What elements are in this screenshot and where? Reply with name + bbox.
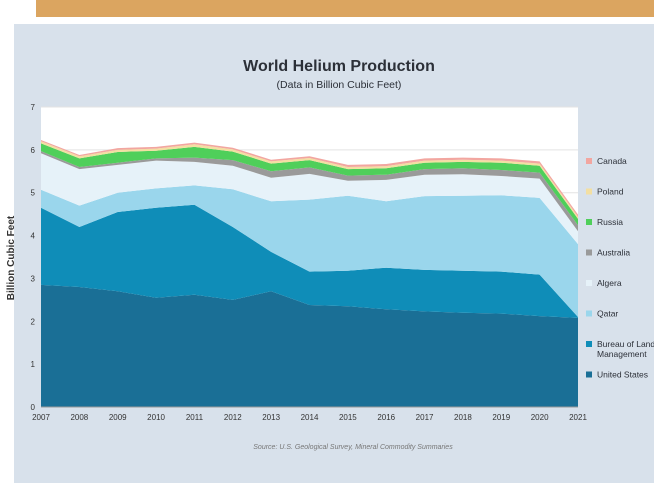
- x-tick-label: 2018: [454, 413, 472, 422]
- x-tick-label: 2008: [70, 413, 88, 422]
- x-tick-label: 2009: [109, 413, 127, 422]
- y-tick-label: 0: [31, 403, 36, 412]
- x-tick-label: 2017: [416, 413, 434, 422]
- x-tick-label: 2011: [186, 413, 204, 422]
- x-tick-label: 2019: [492, 413, 510, 422]
- legend-swatch-united-states: [586, 371, 592, 378]
- area-russia: [41, 143, 578, 226]
- x-tick-label: 2016: [377, 413, 395, 422]
- area-united-states: [41, 284, 578, 407]
- x-tick-label: 2013: [262, 413, 280, 422]
- legend-label-poland: Poland: [597, 187, 624, 197]
- legend-swatch-algera: [586, 280, 592, 286]
- y-tick-label: 7: [31, 103, 36, 112]
- legend-label-algera: Algera: [597, 278, 622, 288]
- axes: 0 1 2 3 4 5 6 7 2007 2008 2009 2010 2011 2012 2013 2014…: [31, 103, 588, 422]
- x-tick-label: 2007: [32, 413, 50, 422]
- legend-label-canada: Canada: [597, 156, 627, 166]
- legend-swatch-bureau-of-land-management: [586, 341, 592, 347]
- legend-label-bureau-of-land-management: Bureau of Land: [597, 339, 654, 349]
- area-poland: [41, 141, 578, 219]
- y-tick-label: 5: [31, 189, 36, 198]
- chart-subtitle: (Data in Billion Cubic Feet): [277, 79, 402, 91]
- legend-label-united-states: United States: [597, 370, 648, 380]
- legend-swatch-australia: [586, 249, 592, 256]
- x-tick-label: 2020: [531, 413, 549, 422]
- area-algera: [41, 153, 578, 245]
- area-qatar: [41, 185, 578, 317]
- y-axis-label: Billion Cubic Feet: [6, 215, 17, 300]
- legend-swatch-poland: [586, 188, 592, 195]
- legend: Canada Poland Russia Australia Algera Qatar Bu…: [586, 156, 654, 380]
- top-accent-bar: [36, 0, 654, 17]
- area-australia: [41, 151, 578, 232]
- legend-swatch-russia: [586, 219, 592, 225]
- x-tick-label: 2021: [569, 413, 587, 422]
- legend-label-bureau-of-land-management: Management: [597, 349, 647, 359]
- legend-label-australia: Australia: [597, 248, 630, 258]
- stacked-areas: [41, 140, 578, 407]
- chart-title: World Helium Production: [243, 58, 435, 75]
- source-note: Source: U.S. Geological Survey, Mineral …: [253, 444, 453, 451]
- x-tick-label: 2010: [147, 413, 165, 422]
- x-tick-label: 2015: [339, 413, 357, 422]
- y-tick-label: 2: [31, 317, 36, 326]
- area-canada: [41, 140, 578, 217]
- y-tick-label: 4: [31, 232, 36, 241]
- x-tick-label: 2014: [301, 413, 319, 422]
- y-tick-label: 1: [31, 360, 36, 369]
- y-tick-label: 3: [31, 274, 36, 283]
- legend-label-qatar: Qatar: [597, 309, 618, 319]
- x-tick-label: 2012: [224, 413, 242, 422]
- y-tick-label: 6: [31, 146, 36, 155]
- legend-swatch-canada: [586, 158, 592, 164]
- area-bureau-of-land-management: [41, 204, 578, 318]
- legend-label-russia: Russia: [597, 217, 623, 227]
- legend-swatch-qatar: [586, 310, 592, 317]
